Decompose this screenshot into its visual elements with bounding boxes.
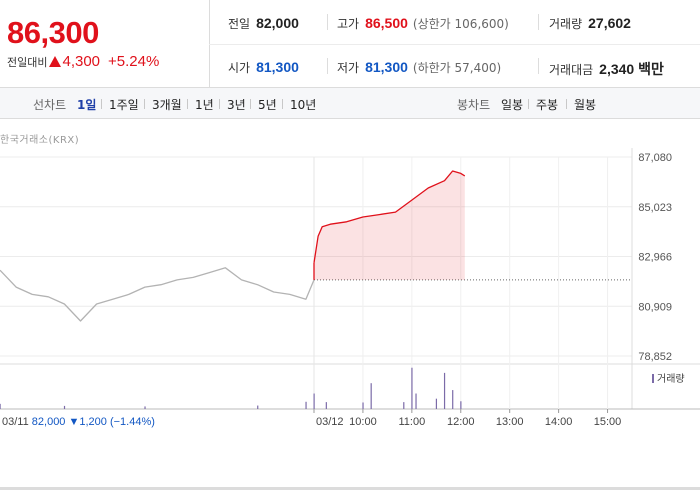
volume-bar — [63, 405, 66, 409]
stat-label: 거래대금 — [549, 63, 594, 77]
volume-bar — [452, 390, 454, 409]
candle-separator — [528, 99, 529, 109]
volume-bar — [403, 402, 405, 409]
period-10y[interactable]: 10년 — [290, 98, 317, 112]
volume-bar — [257, 405, 259, 409]
period-toolbar: 선차트 1일 1주일 3개월 1년 3년 5년 10년 봉차트 일봉 주봉 월봉 — [0, 88, 700, 119]
volume-bar — [460, 401, 462, 409]
volume-bar — [325, 402, 327, 409]
change-percent: +5.24% — [108, 53, 160, 70]
prev-day-close: 82,000 — [32, 416, 69, 428]
volume-bar — [362, 402, 364, 409]
period-separator — [250, 99, 251, 109]
prev-day-info: 03/11 82,000 ▼1,200 (−1.44%) — [2, 416, 155, 428]
stat-separator — [327, 14, 328, 30]
line-chart-label: 선차트 — [33, 98, 67, 112]
stat-value: 81,300 — [256, 59, 299, 75]
volume-legend-swatch — [652, 374, 654, 383]
change-row: 전일대비 4,300 +5.24% — [7, 53, 159, 70]
data-source: 한국거래소(KRX) — [0, 135, 80, 146]
stat-trade-value: 거래대금 2,340 백만 — [549, 59, 664, 79]
up-triangle-icon — [49, 56, 62, 67]
stat-volume: 거래량 27,602 — [549, 15, 631, 32]
period-3m[interactable]: 3개월 — [152, 98, 182, 112]
x-tick-label: 11:00 — [398, 416, 425, 428]
stat-value: 86,500 — [365, 15, 408, 31]
period-separator — [187, 99, 188, 109]
stat-separator — [327, 58, 328, 74]
down-triangle-icon: ▼ — [68, 416, 79, 428]
stat-value: 81,300 — [365, 59, 408, 75]
period-separator — [101, 99, 102, 109]
volume-bar — [411, 367, 413, 409]
x-tick-label: 15:00 — [594, 416, 622, 428]
x-tick-label: 03/12 — [316, 416, 344, 428]
volume-bar — [443, 372, 446, 409]
period-1w[interactable]: 1주일 — [109, 98, 139, 112]
stat-low: 저가 81,300 (하한가 57,400) — [337, 59, 501, 76]
prev-day-date: 03/11 — [2, 416, 32, 428]
stat-label: 거래량 — [549, 17, 583, 31]
volume-bar — [313, 393, 315, 409]
y-tick-label: 82,966 — [638, 252, 672, 264]
stat-label: 고가 — [337, 17, 360, 31]
stat-value: 27,602 — [588, 15, 631, 31]
y-tick-label: 87,080 — [638, 152, 672, 164]
volume-bar — [370, 383, 372, 409]
period-3y[interactable]: 3년 — [227, 98, 246, 112]
x-tick-label: 10:00 — [349, 416, 377, 428]
stat-label: 전일 — [228, 17, 251, 31]
today-area-fill — [314, 171, 465, 280]
period-5y[interactable]: 5년 — [258, 98, 277, 112]
stat-label: 시가 — [228, 61, 251, 75]
stat-limit: (상한가 106,600) — [412, 17, 509, 31]
volume-bar — [305, 401, 307, 409]
period-separator — [219, 99, 220, 109]
volume-bar — [415, 393, 417, 409]
stat-value: 82,000 — [256, 15, 299, 31]
candle-separator — [566, 99, 567, 109]
stat-limit: (하한가 57,400) — [412, 61, 502, 75]
stat-open: 시가 81,300 — [228, 59, 299, 76]
candle-daily[interactable]: 일봉 — [501, 98, 524, 112]
period-1d[interactable]: 1일 — [77, 98, 97, 112]
stat-separator — [538, 14, 539, 30]
quote-panel: 86,300 전일대비 4,300 +5.24% 전일 82,000 고가 86… — [0, 0, 700, 88]
candle-monthly[interactable]: 월봉 — [574, 98, 597, 112]
volume-bar — [144, 406, 146, 409]
volume-bar — [435, 398, 438, 409]
candle-chart-label: 봉차트 — [457, 98, 491, 112]
period-1y[interactable]: 1년 — [195, 98, 214, 112]
x-tick-label: 12:00 — [447, 416, 475, 428]
period-separator — [282, 99, 283, 109]
stat-prev-close: 전일 82,000 — [228, 15, 299, 32]
stat-separator — [538, 58, 539, 74]
prev-day-change-pct: (−1.44%) — [110, 416, 155, 428]
bottom-border — [0, 487, 700, 490]
volume-bar — [0, 403, 1, 409]
x-tick-label: 13:00 — [496, 416, 524, 428]
change-value: 4,300 — [62, 53, 101, 70]
stat-label: 저가 — [337, 61, 360, 75]
volume-legend-label: 거래량 — [657, 373, 685, 385]
prev-day-price-line — [0, 267, 315, 322]
today-price-line — [313, 170, 466, 263]
candle-weekly[interactable]: 주봉 — [536, 98, 559, 112]
row-divider — [209, 44, 700, 45]
current-price: 86,300 — [7, 15, 99, 50]
y-tick-label: 80,909 — [638, 301, 672, 313]
y-tick-label: 85,023 — [638, 202, 672, 214]
stat-high: 고가 86,500 (상한가 106,600) — [337, 15, 509, 32]
prev-day-change: 1,200 — [79, 416, 110, 428]
change-label: 전일대비 — [7, 55, 48, 69]
stat-value: 2,340 백만 — [599, 61, 664, 77]
period-separator — [144, 99, 145, 109]
x-tick-label: 14:00 — [545, 416, 573, 428]
y-tick-label: 78,852 — [638, 351, 672, 363]
